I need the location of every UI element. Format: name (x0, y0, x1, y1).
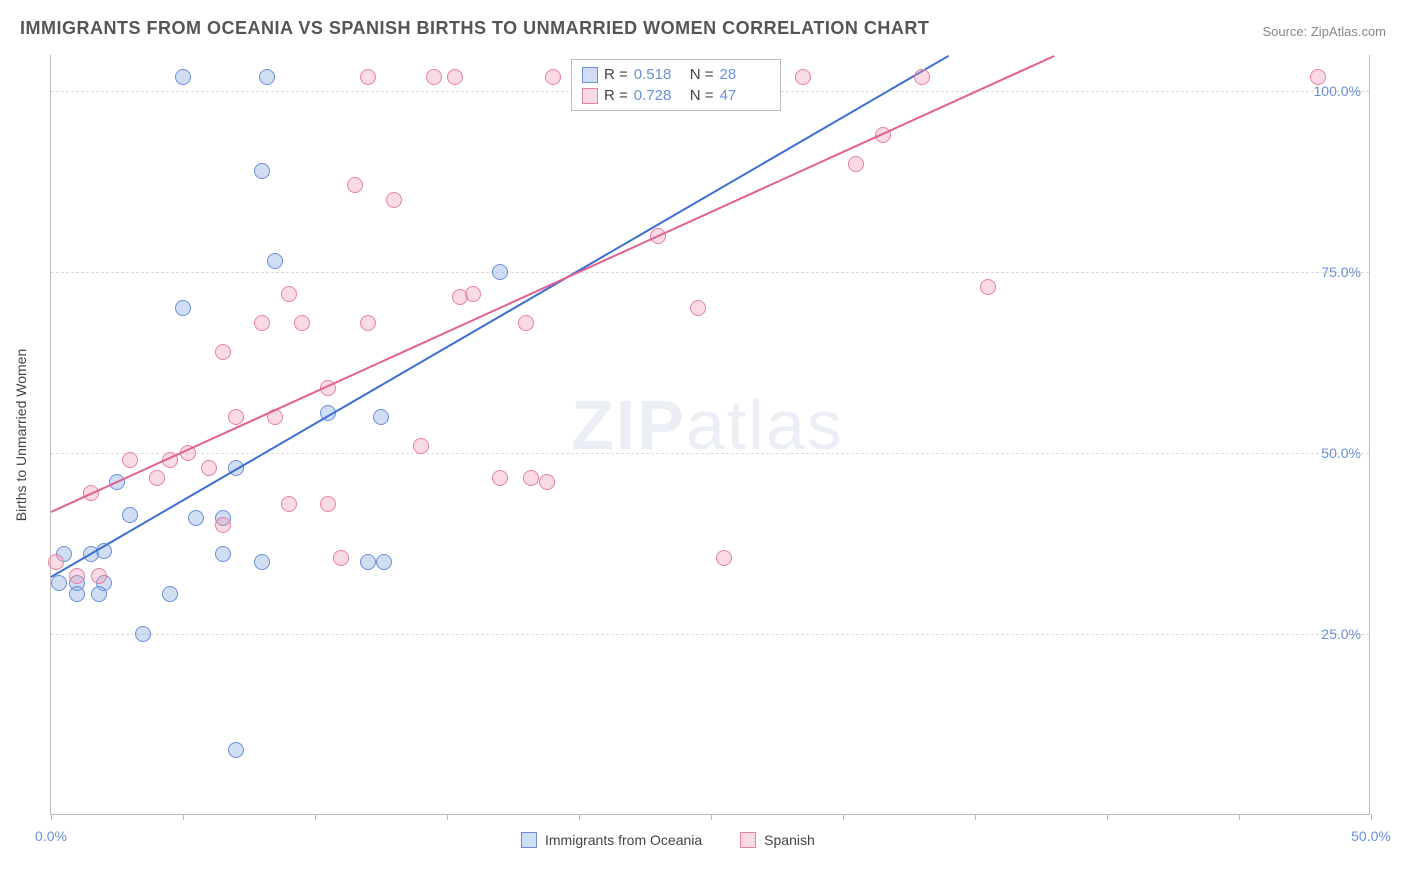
scatter-point (492, 470, 508, 486)
scatter-point (518, 315, 534, 331)
legend-series-label: Immigrants from Oceania (545, 832, 702, 848)
scatter-point (175, 300, 191, 316)
scatter-point (848, 156, 864, 172)
scatter-point (1310, 69, 1326, 85)
scatter-point (690, 300, 706, 316)
x-tick-mark (51, 814, 52, 820)
scatter-point (149, 470, 165, 486)
scatter-point (413, 438, 429, 454)
legend-row: R = 0.518 N = 28 (582, 64, 770, 85)
x-tick-mark (843, 814, 844, 820)
scatter-point (281, 496, 297, 512)
scatter-point (69, 586, 85, 602)
scatter-point (539, 474, 555, 490)
scatter-point (51, 575, 67, 591)
x-tick-label: 50.0% (1351, 828, 1391, 844)
gridline (51, 453, 1369, 454)
scatter-point (215, 344, 231, 360)
series-legend: Immigrants from Oceania Spanish (521, 832, 845, 848)
scatter-point (447, 69, 463, 85)
scatter-point (267, 253, 283, 269)
x-tick-label: 0.0% (35, 828, 67, 844)
legend-swatch (582, 88, 598, 104)
trend-line (50, 55, 949, 578)
y-tick-label: 25.0% (1321, 626, 1361, 642)
legend-r-label: R = (604, 87, 628, 104)
scatter-point (980, 279, 996, 295)
scatter-point (795, 69, 811, 85)
scatter-point (228, 409, 244, 425)
x-tick-mark (579, 814, 580, 820)
scatter-point (254, 163, 270, 179)
scatter-point (281, 286, 297, 302)
scatter-point (69, 568, 85, 584)
scatter-point (228, 742, 244, 758)
scatter-point (347, 177, 363, 193)
scatter-point (360, 554, 376, 570)
scatter-point (545, 69, 561, 85)
scatter-point (122, 507, 138, 523)
x-tick-mark (447, 814, 448, 820)
scatter-point (465, 286, 481, 302)
legend-r-value: 0.518 (634, 66, 684, 83)
x-tick-mark (975, 814, 976, 820)
scatter-point (523, 470, 539, 486)
scatter-point (254, 554, 270, 570)
scatter-point (188, 510, 204, 526)
scatter-point (91, 586, 107, 602)
plot-area: Births to Unmarried Women ZIPatlas 25.0%… (50, 55, 1370, 815)
correlation-legend: R = 0.518 N = 28 R = 0.728 N = 47 (571, 59, 781, 111)
legend-swatch (740, 832, 756, 848)
scatter-point (48, 554, 64, 570)
scatter-point (386, 192, 402, 208)
y-tick-label: 100.0% (1314, 83, 1361, 99)
scatter-point (201, 460, 217, 476)
x-tick-mark (315, 814, 316, 820)
x-tick-mark (1239, 814, 1240, 820)
scatter-point (122, 452, 138, 468)
gridline (51, 272, 1369, 273)
scatter-point (360, 315, 376, 331)
legend-series-label: Spanish (764, 832, 815, 848)
scatter-point (320, 496, 336, 512)
scatter-point (376, 554, 392, 570)
scatter-point (294, 315, 310, 331)
scatter-point (492, 264, 508, 280)
legend-n-value: 47 (720, 87, 770, 104)
x-tick-mark (1371, 814, 1372, 820)
scatter-point (162, 586, 178, 602)
y-tick-label: 75.0% (1321, 264, 1361, 280)
y-tick-label: 50.0% (1321, 445, 1361, 461)
y-axis-label: Births to Unmarried Women (13, 348, 29, 520)
x-tick-mark (183, 814, 184, 820)
scatter-point (716, 550, 732, 566)
legend-n-label: N = (690, 87, 714, 104)
legend-n-value: 28 (720, 66, 770, 83)
chart-source: Source: ZipAtlas.com (1262, 24, 1386, 39)
trend-line (51, 55, 1055, 513)
scatter-point (259, 69, 275, 85)
legend-n-label: N = (690, 66, 714, 83)
scatter-point (254, 315, 270, 331)
gridline (51, 634, 1369, 635)
scatter-point (135, 626, 151, 642)
scatter-point (175, 69, 191, 85)
scatter-point (914, 69, 930, 85)
scatter-point (373, 409, 389, 425)
legend-swatch (582, 67, 598, 83)
chart-title: IMMIGRANTS FROM OCEANIA VS SPANISH BIRTH… (20, 18, 929, 39)
scatter-point (215, 517, 231, 533)
scatter-point (215, 546, 231, 562)
scatter-point (333, 550, 349, 566)
scatter-point (360, 69, 376, 85)
x-tick-mark (711, 814, 712, 820)
scatter-point (91, 568, 107, 584)
scatter-point (426, 69, 442, 85)
legend-row: R = 0.728 N = 47 (582, 85, 770, 106)
legend-r-value: 0.728 (634, 87, 684, 104)
x-tick-mark (1107, 814, 1108, 820)
legend-swatch (521, 832, 537, 848)
legend-r-label: R = (604, 66, 628, 83)
